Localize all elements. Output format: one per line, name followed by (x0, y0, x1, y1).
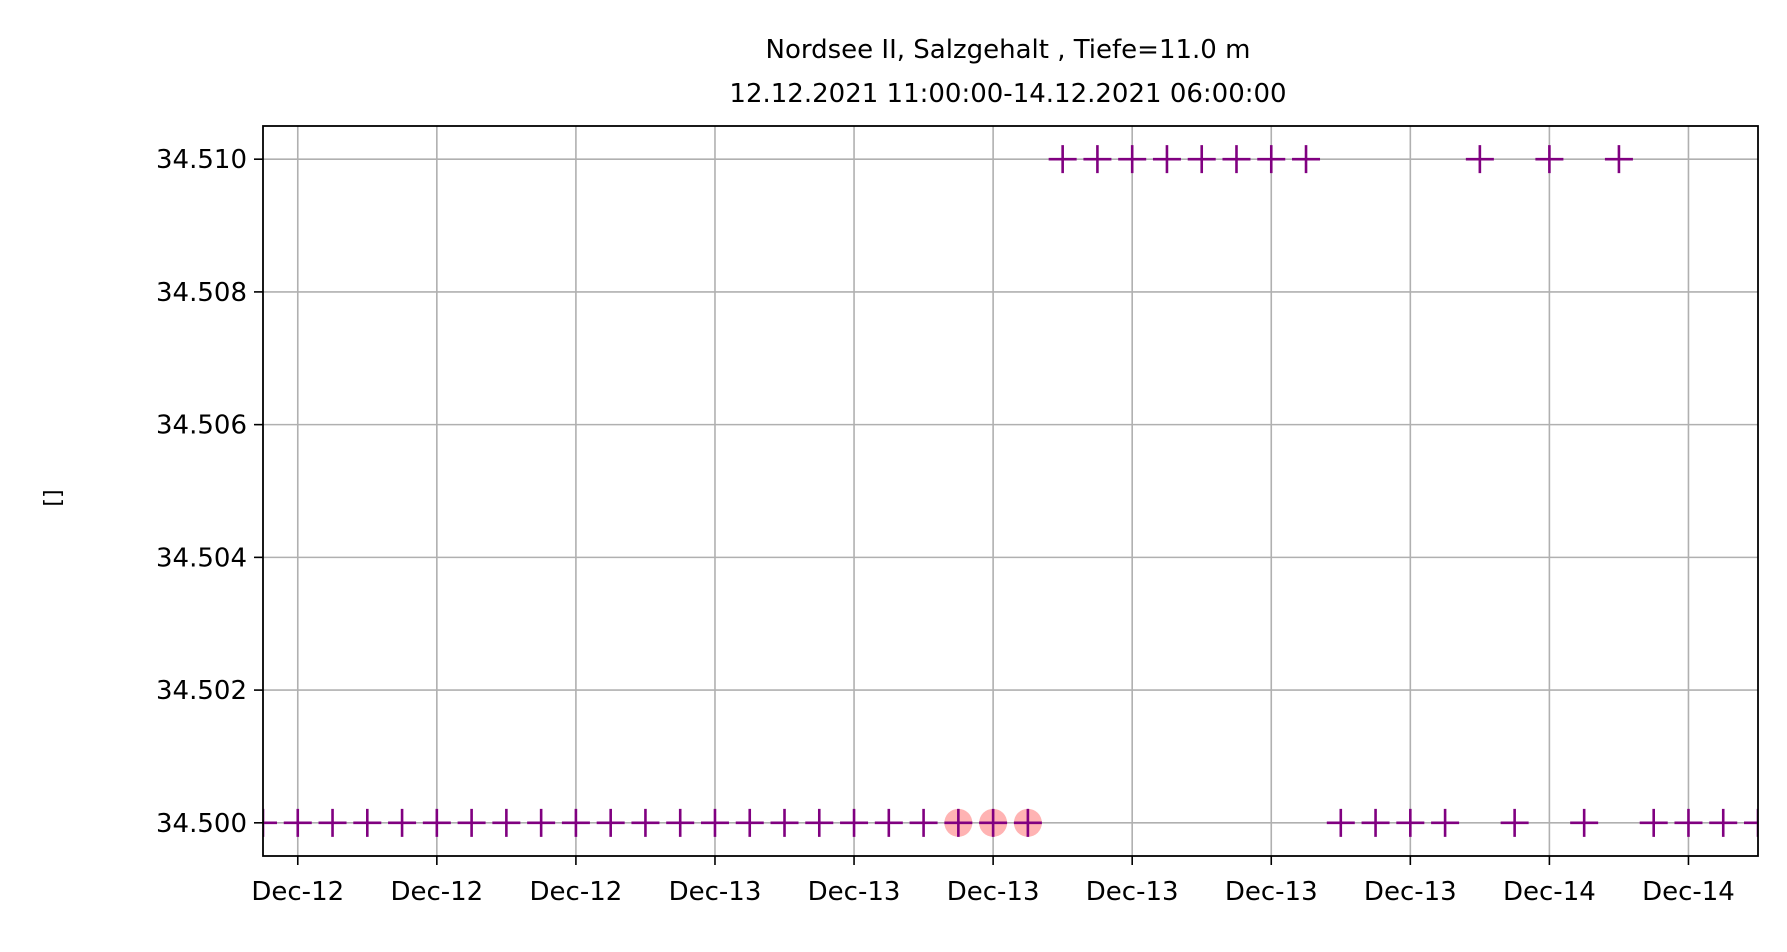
y-axis-label: [] (41, 489, 66, 506)
data-point-plus (1570, 808, 1599, 837)
data-point-plus (874, 808, 903, 837)
y-tick-label: 34.506 (156, 411, 247, 441)
x-tick-label: Dec-13 (1225, 877, 1318, 907)
x-tick-label: Dec-13 (808, 877, 901, 907)
data-point-plus (1222, 145, 1251, 174)
data-point-plus (840, 808, 869, 837)
data-point-plus (422, 808, 451, 837)
chart-title: Nordsee II, Salzgehalt , Tiefe=11.0 m (766, 35, 1251, 65)
data-point-plus (1292, 145, 1321, 174)
data-point-plus (1604, 145, 1633, 174)
data-point-plus (1257, 145, 1286, 174)
data-point-plus (944, 808, 973, 837)
data-point-plus (353, 808, 382, 837)
x-tick-label: Dec-12 (251, 877, 344, 907)
data-point-plus (1639, 808, 1668, 837)
y-tick-label: 34.500 (156, 809, 247, 839)
data-point-plus (527, 808, 556, 837)
data-point-plus (1013, 808, 1042, 837)
data-point-plus (1535, 145, 1564, 174)
y-axis-ticks: 34.500 34.502 34.504 34.506 34.508 34.510 (156, 145, 263, 839)
y-tick-label: 34.508 (156, 278, 247, 308)
data-point-plus (979, 808, 1008, 837)
y-tick-label: 34.510 (156, 145, 247, 175)
data-point-plus (561, 808, 590, 837)
data-point-plus (263, 808, 277, 837)
data-point-plus (1744, 808, 1758, 837)
data-point-plus (1431, 808, 1460, 837)
data-point-plus (666, 808, 695, 837)
chart-subtitle: 12.12.2021 11:00:00-14.12.2021 06:00:00 (729, 79, 1286, 109)
data-point-plus (805, 808, 834, 837)
data-point-plus (388, 808, 417, 837)
data-point-plus (631, 808, 660, 837)
data-point-plus (700, 808, 729, 837)
data-point-plus (1396, 808, 1425, 837)
x-tick-label: Dec-13 (669, 877, 762, 907)
data-point-plus (1118, 145, 1147, 174)
data-point-plus (1083, 145, 1112, 174)
data-point-plus (492, 808, 521, 837)
data-point-plus (283, 808, 312, 837)
x-tick-label: Dec-13 (1086, 877, 1179, 907)
x-tick-label: Dec-14 (1503, 877, 1596, 907)
data-point-plus (1361, 808, 1390, 837)
data-point-plus (1674, 808, 1703, 837)
data-point-plus (770, 808, 799, 837)
y-tick-label: 34.504 (156, 543, 247, 573)
data-point-plus (1048, 145, 1077, 174)
data-point-plus (318, 808, 347, 837)
x-axis-ticks: Dec-12 Dec-12 Dec-12 Dec-13 Dec-13 Dec-13 Dec-… (251, 856, 1735, 907)
x-tick-label: Dec-12 (530, 877, 623, 907)
data-point-plus (1326, 808, 1355, 837)
data-point-plus (735, 808, 764, 837)
x-tick-label: Dec-14 (1642, 877, 1735, 907)
data-point-plus (457, 808, 486, 837)
x-tick-label: Dec-12 (390, 877, 483, 907)
data-point-plus (1187, 145, 1216, 174)
data-point-plus (1709, 808, 1738, 837)
data-point-plus (1465, 145, 1494, 174)
data-point-plus (1152, 145, 1181, 174)
x-tick-label: Dec-13 (947, 877, 1040, 907)
data-point-plus (596, 808, 625, 837)
data-point-plus (909, 808, 938, 837)
y-tick-label: 34.502 (156, 676, 247, 706)
data-point-plus (1500, 808, 1529, 837)
plot-area-frame (262, 125, 1759, 857)
x-tick-label: Dec-13 (1364, 877, 1457, 907)
data-markers (263, 145, 1758, 837)
